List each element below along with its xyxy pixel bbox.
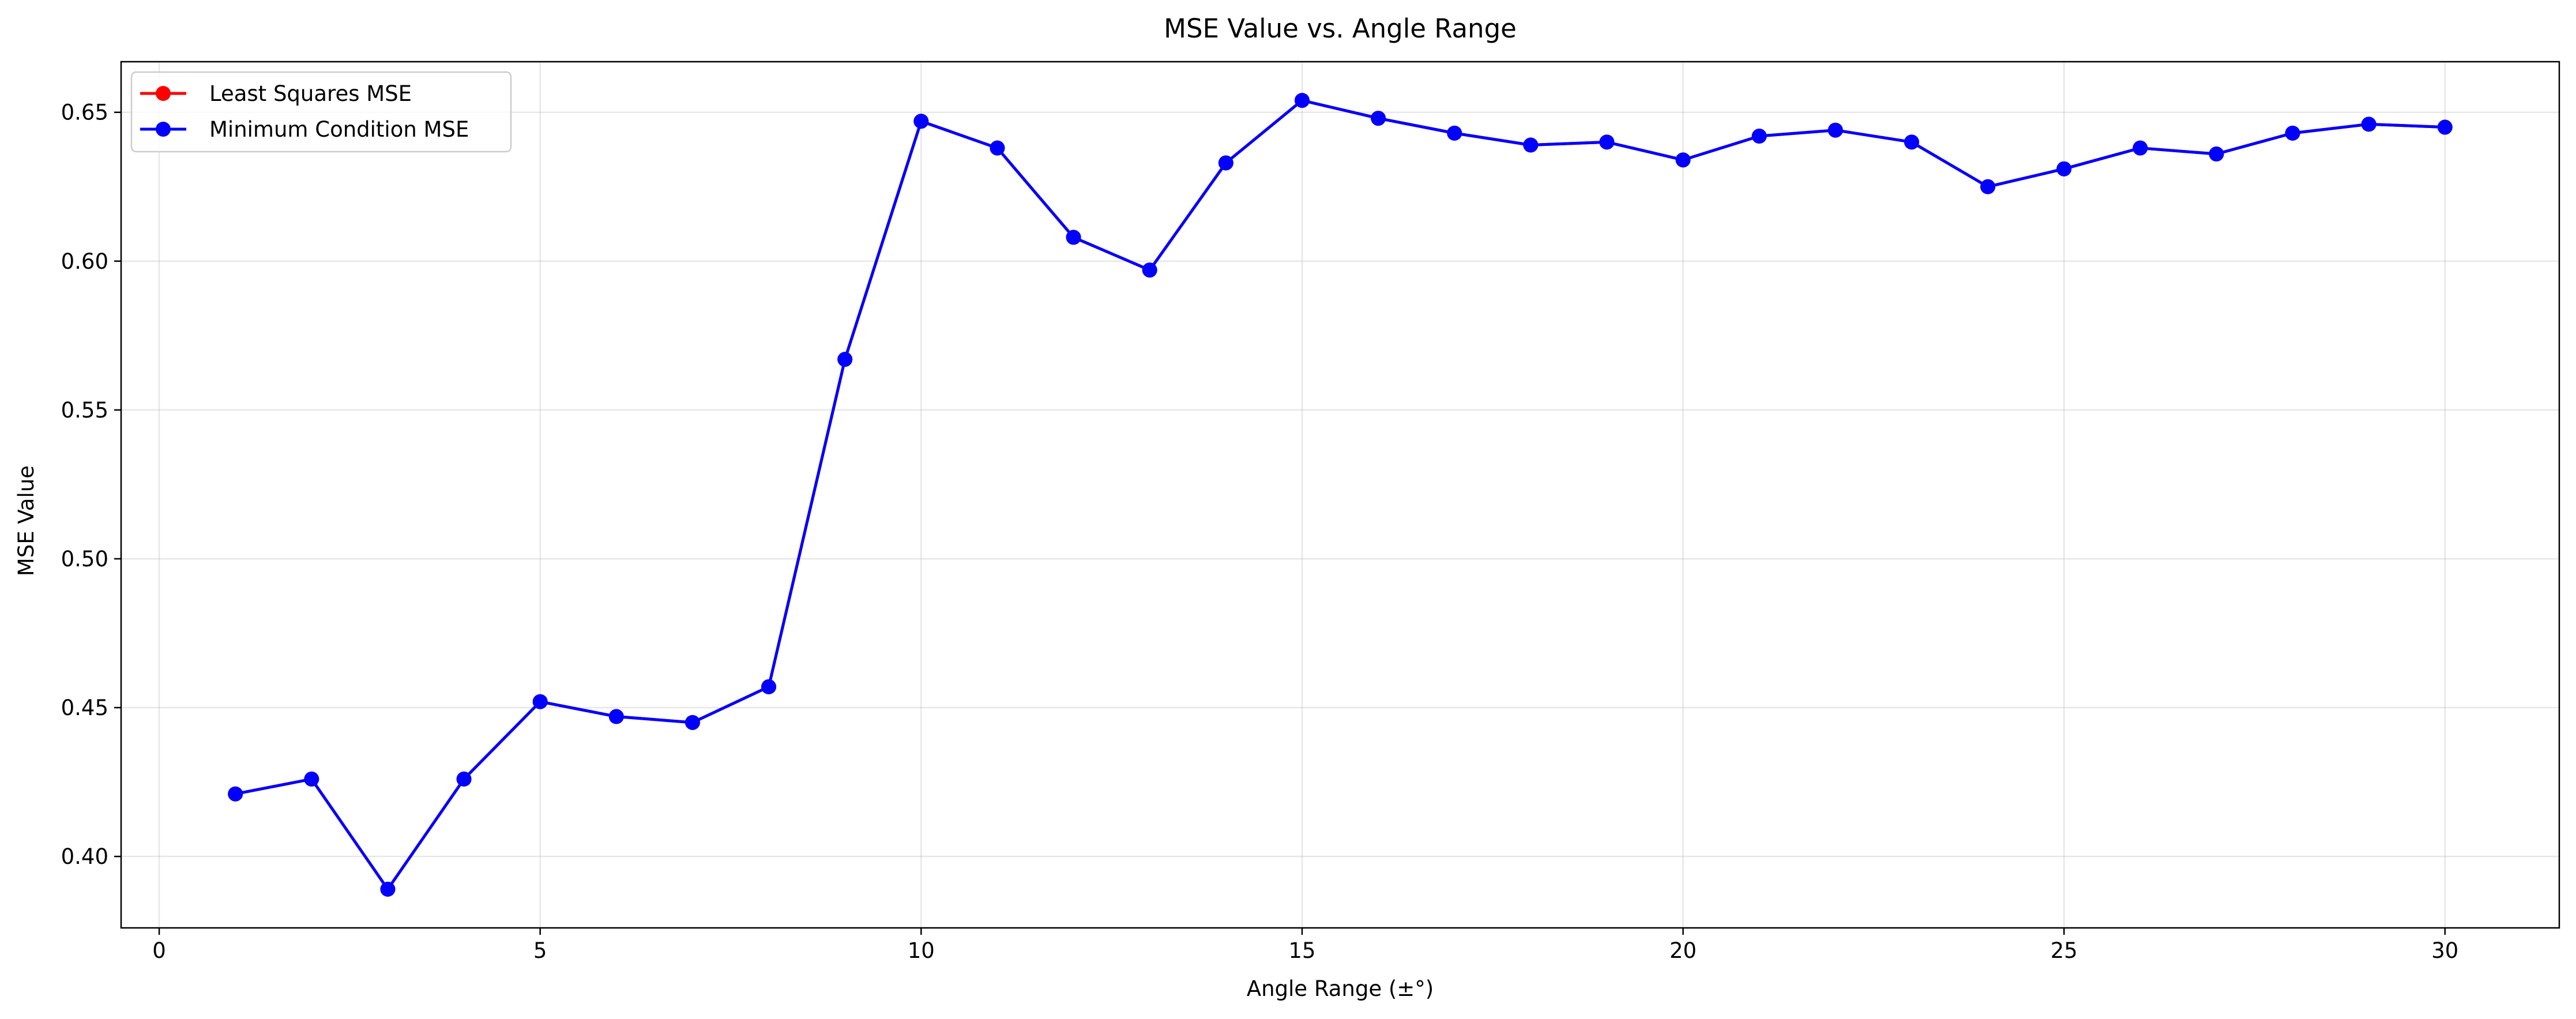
data-point [2056, 161, 2072, 176]
legend-marker-0 [156, 86, 171, 101]
x-axis-title: Angle Range (±°) [1247, 976, 1434, 1001]
data-point [1447, 125, 1462, 141]
x-tick-label: 30 [2431, 938, 2458, 963]
data-point [1218, 155, 1234, 171]
grid-layer [121, 62, 2559, 928]
x-tick-label: 20 [1669, 938, 1697, 963]
x-tick-label: 25 [2051, 938, 2078, 963]
legend: Least Squares MSE Minimum Condition MSE [130, 71, 512, 153]
y-axis-title: MSE Value [14, 465, 39, 576]
chart-title: MSE Value vs. Angle Range [1164, 13, 1517, 44]
x-tick-label: 10 [908, 938, 935, 963]
data-point [837, 352, 853, 367]
data-point [1675, 152, 1691, 168]
data-point [2133, 140, 2148, 156]
data-point [1751, 129, 1767, 144]
y-tick-label: 0.50 [61, 547, 108, 571]
data-point [1599, 134, 1615, 150]
data-point [685, 715, 700, 730]
data-point [380, 881, 396, 897]
data-point [1523, 137, 1539, 153]
y-tick-label: 0.60 [61, 249, 108, 274]
legend-marker-1 [156, 122, 171, 137]
legend-label-1: Minimum Condition MSE [209, 117, 469, 142]
plot-frame [120, 61, 2560, 929]
x-tick-label: 5 [533, 938, 547, 963]
legend-box [130, 71, 512, 153]
data-point [1142, 262, 1157, 278]
legend-items: Least Squares MSE Minimum Condition MSE [140, 81, 469, 142]
y-tick-label: 0.45 [61, 695, 108, 720]
y-tick-label: 0.55 [61, 398, 108, 423]
data-point [228, 786, 243, 802]
data-point [2285, 125, 2300, 141]
data-point [1294, 93, 1310, 108]
series-line-1 [235, 99, 2445, 891]
data-point [1827, 122, 1843, 138]
x-tick-label: 15 [1288, 938, 1315, 963]
data-point [2209, 146, 2224, 162]
tick-layer: 0 5 10 15 20 25 30 0.40 0.45 0.50 0.55 0.60 0.65 [61, 100, 2459, 963]
y-tick-label: 0.40 [61, 844, 108, 869]
data-point [304, 771, 319, 787]
data-point [608, 709, 624, 724]
data-point [990, 140, 1005, 156]
data-point [1371, 111, 1386, 126]
data-point [1066, 230, 1081, 245]
data-point [1904, 134, 1919, 150]
data-point [761, 679, 777, 694]
data-point [2437, 119, 2453, 135]
data-point [1980, 179, 1996, 194]
y-tick-label: 0.65 [61, 100, 108, 125]
data-point [913, 114, 929, 129]
data-point [456, 771, 472, 787]
data-point [532, 694, 548, 709]
data-point [2361, 116, 2376, 132]
legend-label-0: Least Squares MSE [209, 81, 412, 106]
series-line-0 [235, 99, 2445, 891]
x-tick-label: 0 [152, 938, 166, 963]
series-layer [228, 93, 2453, 897]
